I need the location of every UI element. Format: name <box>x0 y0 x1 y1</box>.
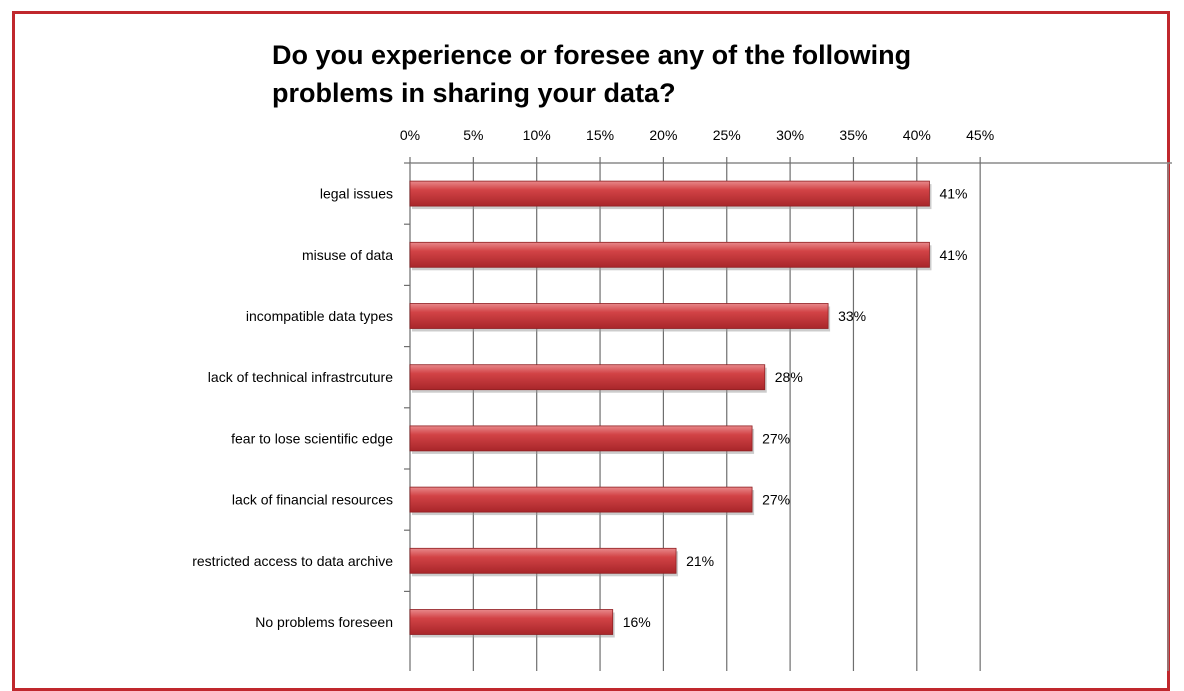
category-label: lack of financial resources <box>232 492 393 508</box>
category-label: legal issues <box>320 186 393 202</box>
x-tick-label: 40% <box>903 127 931 143</box>
x-tick-label: 25% <box>713 127 741 143</box>
category-label: misuse of data <box>302 247 393 263</box>
chart-title: Do you experience or foresee any of the … <box>272 36 992 112</box>
x-tick-label: 10% <box>523 127 551 143</box>
bar-5 <box>409 486 753 513</box>
data-label: 41% <box>939 186 967 202</box>
x-tick-label: 45% <box>966 127 994 143</box>
bars <box>409 180 932 638</box>
bar-6 <box>409 547 677 574</box>
bar-1 <box>409 241 930 268</box>
data-label: 16% <box>623 614 651 630</box>
category-label: lack of technical infrastrcuture <box>208 369 393 385</box>
bar-chart: 0% 5% 10% 15% 20% 25% 30% 35% 40% 45% legal issues… <box>192 127 1172 671</box>
x-tick-label: 0% <box>400 127 420 143</box>
data-label: 33% <box>838 308 866 324</box>
category-label: fear to lose scientific edge <box>231 430 393 446</box>
chart-title-line-2: problems in sharing your data? <box>272 78 676 108</box>
x-tick-label: 20% <box>649 127 677 143</box>
category-label: restricted access to data archive <box>192 553 393 569</box>
data-label: 21% <box>686 553 714 569</box>
data-label: 28% <box>775 369 803 385</box>
data-label: 27% <box>762 492 790 508</box>
x-tick-label: 15% <box>586 127 614 143</box>
data-label: 27% <box>762 430 790 446</box>
chart-title-line-1: Do you experience or foresee any of the … <box>272 40 912 70</box>
bar-0 <box>409 180 930 207</box>
data-label: 41% <box>939 247 967 263</box>
labels: 0% 5% 10% 15% 20% 25% 30% 35% 40% 45% legal issues… <box>192 127 994 630</box>
bar-4 <box>409 425 753 452</box>
category-label: No problems foreseen <box>255 614 393 630</box>
x-tick-label: 35% <box>839 127 867 143</box>
bar-2 <box>409 303 829 329</box>
gridlines <box>404 157 1172 671</box>
x-tick-label: 5% <box>463 127 483 143</box>
x-tick-label: 30% <box>776 127 804 143</box>
bar-3 <box>409 364 766 391</box>
category-label: incompatible data types <box>246 308 393 324</box>
bar-7 <box>409 609 614 635</box>
